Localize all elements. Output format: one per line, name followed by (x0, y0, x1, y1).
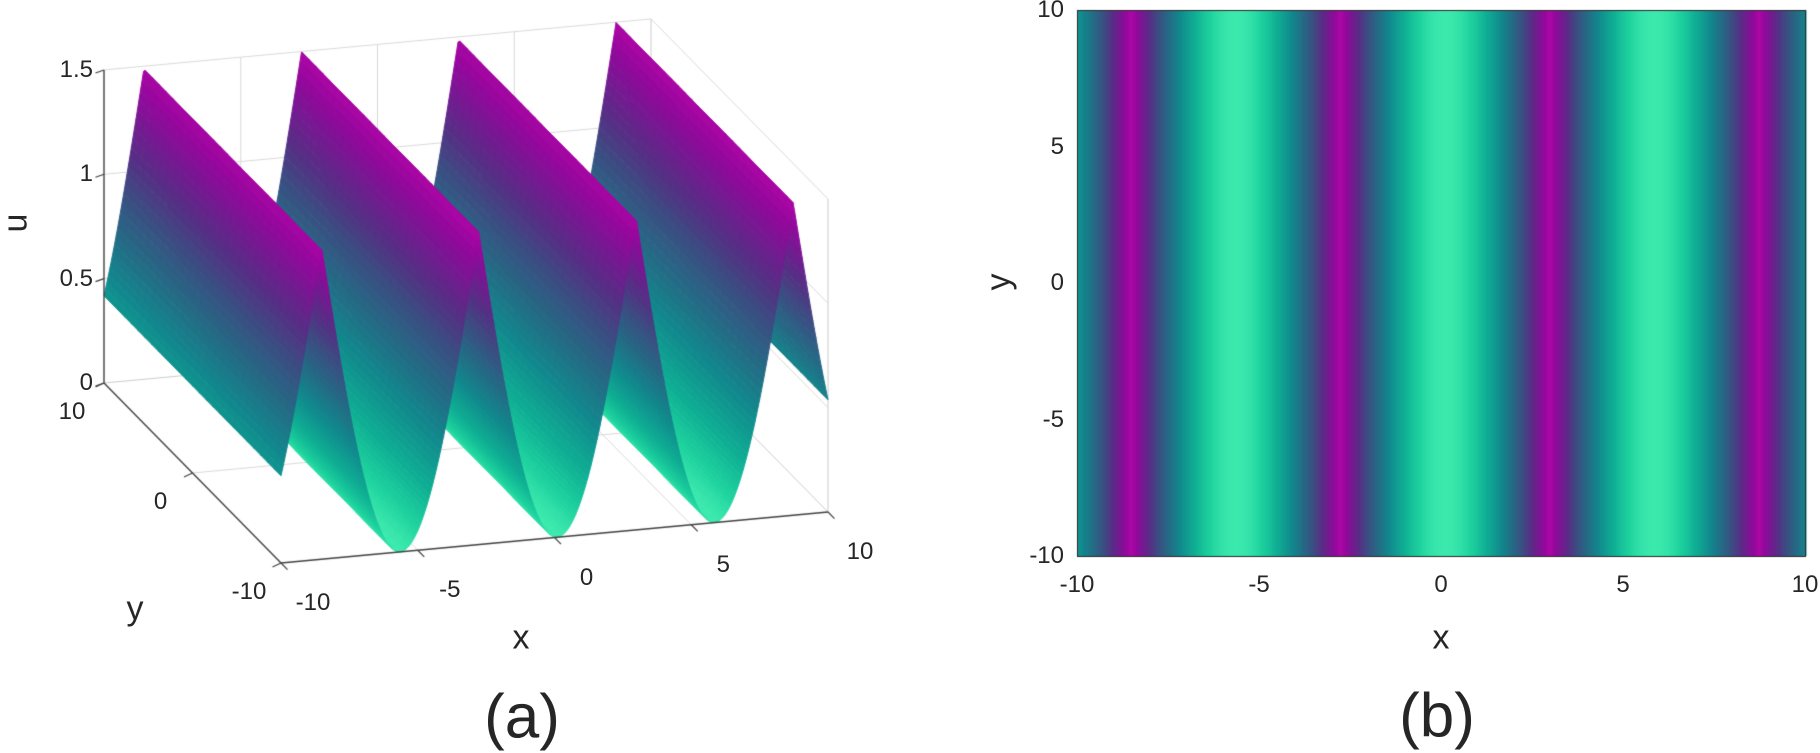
y-axis-label-a: y (126, 589, 144, 628)
x-tick-label-b: 10 (1791, 571, 1819, 598)
x-tick-label-b: 0 (1434, 571, 1448, 598)
y-tick-label-b: 5 (1050, 132, 1064, 160)
x-tick-label-b: -5 (1248, 571, 1270, 598)
heatmap-canvas (990, 0, 1820, 620)
y-tick-label-b: 0 (1050, 269, 1064, 296)
x-tick-label-b: 5 (1616, 571, 1630, 598)
y-tick-label-b: 10 (1037, 0, 1064, 23)
y-tick-label-a: -10 (231, 578, 267, 605)
surface-plot-canvas (0, 0, 880, 660)
x-tick-label-a: -5 (439, 576, 461, 604)
y-tick-label-b: -10 (1029, 542, 1064, 569)
x-axis-label-b: x (1432, 618, 1450, 657)
caption-a: (a) (484, 682, 560, 752)
x-tick-label-a: -10 (295, 589, 331, 616)
y-tick-label-a: 10 (58, 398, 86, 425)
z-tick-label-a: 1.5 (59, 55, 93, 83)
x-tick-label-a: 5 (716, 550, 730, 578)
y-tick-label-a: 0 (153, 488, 168, 515)
z-tick-label-a: 1 (79, 160, 93, 188)
x-tick-label-a: 10 (846, 538, 874, 565)
x-axis-label-a: x (512, 618, 530, 657)
x-tick-label-a: 0 (579, 563, 594, 591)
z-tick-label-a: 0 (79, 369, 93, 396)
caption-b: (b) (1399, 681, 1475, 751)
y-tick-label-b: -5 (1042, 405, 1064, 433)
z-tick-label-a: 0.5 (59, 264, 93, 292)
z-axis-label-a: u (0, 213, 35, 233)
x-tick-label-b: -10 (1059, 571, 1095, 598)
